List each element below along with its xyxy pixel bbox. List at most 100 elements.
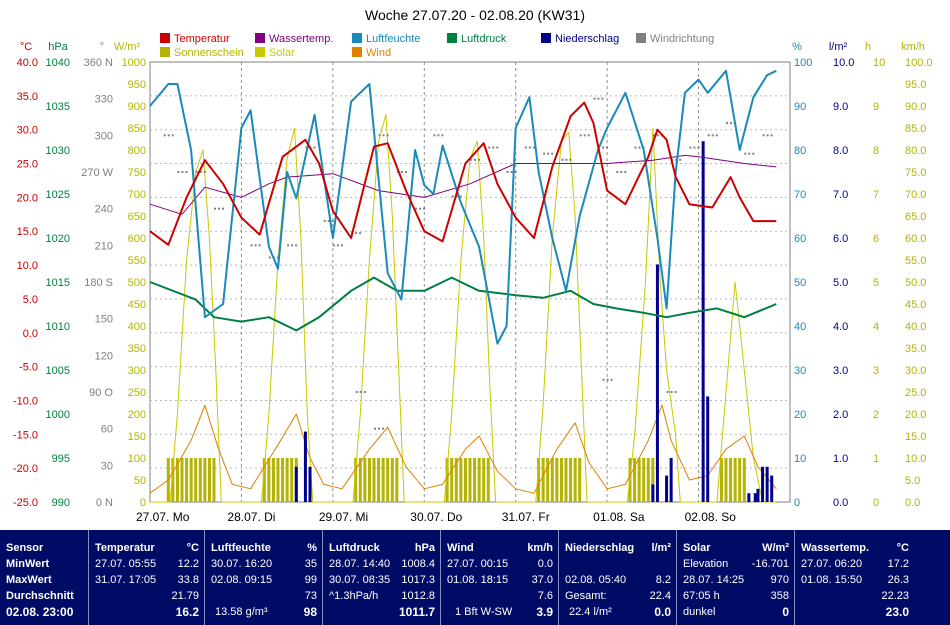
wind-direction-point (616, 171, 619, 173)
wind-direction-point (323, 219, 326, 222)
legend-label: Solar (269, 47, 295, 59)
sunshine-bar (738, 458, 742, 502)
legend-swatch (636, 33, 646, 43)
tick-label-pressure: 1010 (46, 321, 70, 333)
tick-label-humidity: 0 (794, 497, 800, 509)
tick-label-solar: 350 (128, 343, 146, 355)
sunshine-bar (642, 458, 646, 502)
tick-label-sun: 3 (873, 365, 879, 377)
wind-direction-point (336, 244, 339, 247)
sunshine-bar (555, 458, 559, 502)
wind-direction-point (524, 146, 527, 149)
pressure-min-time: 28.07. 14:40 (329, 558, 391, 570)
tick-label-dir: 180 S (84, 277, 113, 289)
sunshine-bar (550, 458, 554, 502)
sunshine-bar (212, 458, 216, 502)
wind-direction-point (638, 146, 641, 149)
wind-direction-point (433, 134, 436, 137)
solar-unit: W/m² (762, 542, 789, 554)
rain-bar (665, 475, 669, 502)
wind-direction-point (181, 171, 184, 173)
sunshine-bar (477, 458, 481, 502)
wind-direction-point (569, 158, 572, 161)
tick-label-pressure: 1030 (46, 145, 70, 157)
water-unit: °C (896, 542, 909, 554)
wind-direction-point (423, 207, 426, 210)
solar-elevation-label: Elevation (683, 558, 729, 570)
wind-direction-point (218, 207, 220, 210)
tick-label-wind: 50.0 (905, 277, 926, 289)
tick-label-humidity: 80 (794, 145, 806, 157)
wind-direction-point (222, 207, 224, 210)
wind-direction-point (199, 171, 202, 173)
wind-direction-point (470, 158, 472, 161)
tick-label-temp: -10.0 (13, 395, 38, 407)
pressure-header: Luftdruck (329, 542, 380, 554)
wind-direction-point (766, 134, 769, 137)
tick-label-solar: 850 (128, 123, 146, 135)
sunshine-bar (271, 458, 275, 502)
tick-label-dir: 150 (95, 314, 113, 326)
wind-direction-point (496, 146, 499, 149)
wind-direction-point (583, 134, 586, 137)
tick-label-wind: 85.0 (905, 123, 926, 135)
wind-direction-point (624, 171, 627, 173)
sensor-footer-time: 02.08. 23:00 (6, 605, 74, 619)
tick-label-pressure: 990 (52, 497, 70, 509)
wind-direction-point (752, 152, 755, 155)
wind-direction-point (593, 97, 596, 100)
tick-label-pressure: 1035 (46, 101, 70, 113)
tick-label-humidity: 30 (794, 365, 806, 377)
weather-chart: Woche 27.07.20 - 02.08.20 (KW31) Temperat… (13, 7, 933, 524)
wind-direction-point (762, 134, 765, 137)
tick-label-dir: 330 (95, 94, 113, 106)
wind-direction-point (474, 158, 476, 161)
sunshine-bar (445, 458, 449, 502)
pressure-min-value: 1008.4 (401, 558, 435, 570)
tick-label-temp: 20.0 (17, 192, 38, 204)
tick-label-pressure: 1020 (46, 233, 70, 245)
tick-label-sun: 2 (873, 409, 879, 421)
legend-swatch (447, 33, 457, 43)
water-current: 23.0 (885, 605, 909, 619)
tick-label-wind: 70.0 (905, 189, 926, 201)
tick-label-solar: 200 (128, 409, 146, 421)
sunshine-bar (486, 458, 490, 502)
rain-total-label: Gesamt: (565, 590, 607, 602)
legend-swatch (352, 33, 362, 43)
pressure-line (149, 276, 777, 332)
wind-unit: km/h (527, 542, 553, 554)
rain-bar (308, 466, 312, 502)
tick-label-pressure: 1015 (46, 277, 70, 289)
tick-label-humidity: 40 (794, 321, 806, 333)
humidity-min-value: 35 (304, 558, 317, 570)
tick-label-wind: 25.0 (905, 387, 926, 399)
wind-direction-point (656, 134, 659, 137)
wind-direction-point (313, 146, 316, 149)
temp-unit: °C (186, 542, 199, 554)
tick-label-wind: 35.0 (905, 343, 926, 355)
pressure-avg-value: 1012.8 (401, 590, 435, 602)
tick-label-temp: 30.0 (17, 125, 38, 137)
tick-label-sun: 9 (873, 101, 879, 113)
sunshine-bar (354, 458, 358, 502)
pressure-current: 1011.7 (398, 605, 435, 619)
tick-label-sun: 0 (873, 497, 879, 509)
legend-label: Wassertemp. (269, 33, 333, 45)
unit-label-humidity: % (792, 41, 802, 53)
wind-direction-point (327, 219, 330, 222)
x-day-label: 02.08. So (685, 510, 737, 524)
sunshine-bar (733, 458, 737, 502)
tick-label-dir: 300 (95, 130, 113, 142)
tick-label-wind: 40.0 (905, 321, 926, 333)
tick-label-sun: 8 (873, 145, 879, 157)
legend-label: Luftdruck (461, 33, 507, 45)
wind-direction-point (488, 146, 491, 149)
humidity-max-time: 02.08. 09:15 (211, 574, 273, 586)
wind-direction-point (214, 207, 216, 210)
tick-label-rain: 3.0 (833, 365, 848, 377)
rain-unit: l/m² (651, 542, 671, 554)
wind-direction-point (478, 158, 480, 161)
tick-label-dir: 270 W (81, 167, 113, 179)
humidity-header: Luftfeuchte (211, 542, 271, 554)
